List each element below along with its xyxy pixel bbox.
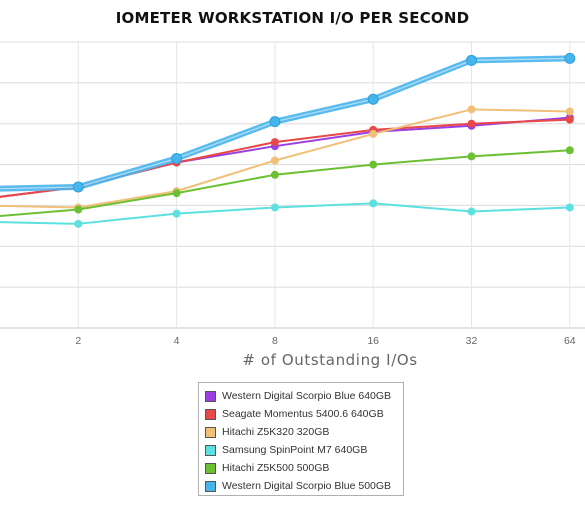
data-point [367, 93, 379, 105]
x-tick-label: 64 [564, 335, 576, 347]
legend-label: Western Digital Scorpio Blue 640GB [222, 390, 392, 402]
data-point [564, 52, 576, 64]
data-point [467, 152, 476, 161]
data-point [270, 203, 279, 212]
data-point [369, 199, 378, 208]
data-point [269, 116, 281, 128]
chart-title: IOMETER WORKSTATION I/O PER SECOND [115, 9, 470, 27]
data-point [270, 170, 279, 179]
legend-item: Hitachi Z5K320 320GB [205, 423, 403, 441]
data-point [369, 129, 378, 138]
legend-swatch [205, 462, 216, 474]
x-tick-label: 16 [367, 335, 379, 347]
data-point [565, 146, 574, 155]
legend-item: Western Digital Scorpio Blue 500GB [205, 477, 403, 495]
legend-swatch [205, 390, 216, 402]
series-group [0, 146, 574, 218]
legend-label: Samsung SpinPoint M7 640GB [222, 444, 368, 456]
x-tick-label: 4 [174, 335, 180, 347]
legend-label: Hitachi Z5K320 320GB [222, 426, 330, 438]
data-point [565, 107, 574, 116]
data-point [467, 207, 476, 216]
x-tick-label: 2 [75, 335, 81, 347]
data-point [270, 156, 279, 165]
x-axis-label: # of Outstanding I/Os [242, 351, 418, 369]
legend-label: Western Digital Scorpio Blue 500GB [222, 480, 392, 492]
data-point [270, 138, 279, 147]
legend: Western Digital Scorpio Blue 640GB Seagat… [198, 382, 404, 496]
series-group [0, 52, 576, 193]
data-point [171, 152, 183, 164]
data-point [369, 160, 378, 169]
x-tick-label: 8 [272, 335, 278, 347]
x-tick-label: 32 [466, 335, 478, 347]
legend-swatch [205, 480, 216, 492]
legend-swatch [205, 426, 216, 438]
data-point [467, 105, 476, 114]
series-lines [0, 52, 576, 228]
data-point [172, 189, 181, 198]
series-group [0, 199, 574, 228]
data-point [74, 219, 83, 228]
data-point [467, 119, 476, 128]
series-group [0, 113, 574, 198]
legend-swatch [205, 444, 216, 456]
data-point [72, 181, 84, 193]
data-point [74, 205, 83, 214]
legend-label: Hitachi Z5K500 500GB [222, 462, 330, 474]
legend-label: Seagate Momentus 5400.6 640GB [222, 408, 384, 420]
legend-item: Hitachi Z5K500 500GB [205, 459, 403, 477]
data-point [565, 115, 574, 124]
data-point [172, 209, 181, 218]
legend-item: Western Digital Scorpio Blue 640GB [205, 387, 403, 405]
legend-swatch [205, 408, 216, 420]
x-tick-labels: 2 4 8 16 32 64 [75, 335, 575, 347]
legend-item: Seagate Momentus 5400.6 640GB [205, 405, 403, 423]
data-point [565, 203, 574, 212]
data-point [466, 54, 477, 66]
series-group [0, 115, 574, 198]
legend-item: Samsung SpinPoint M7 640GB [205, 441, 403, 459]
